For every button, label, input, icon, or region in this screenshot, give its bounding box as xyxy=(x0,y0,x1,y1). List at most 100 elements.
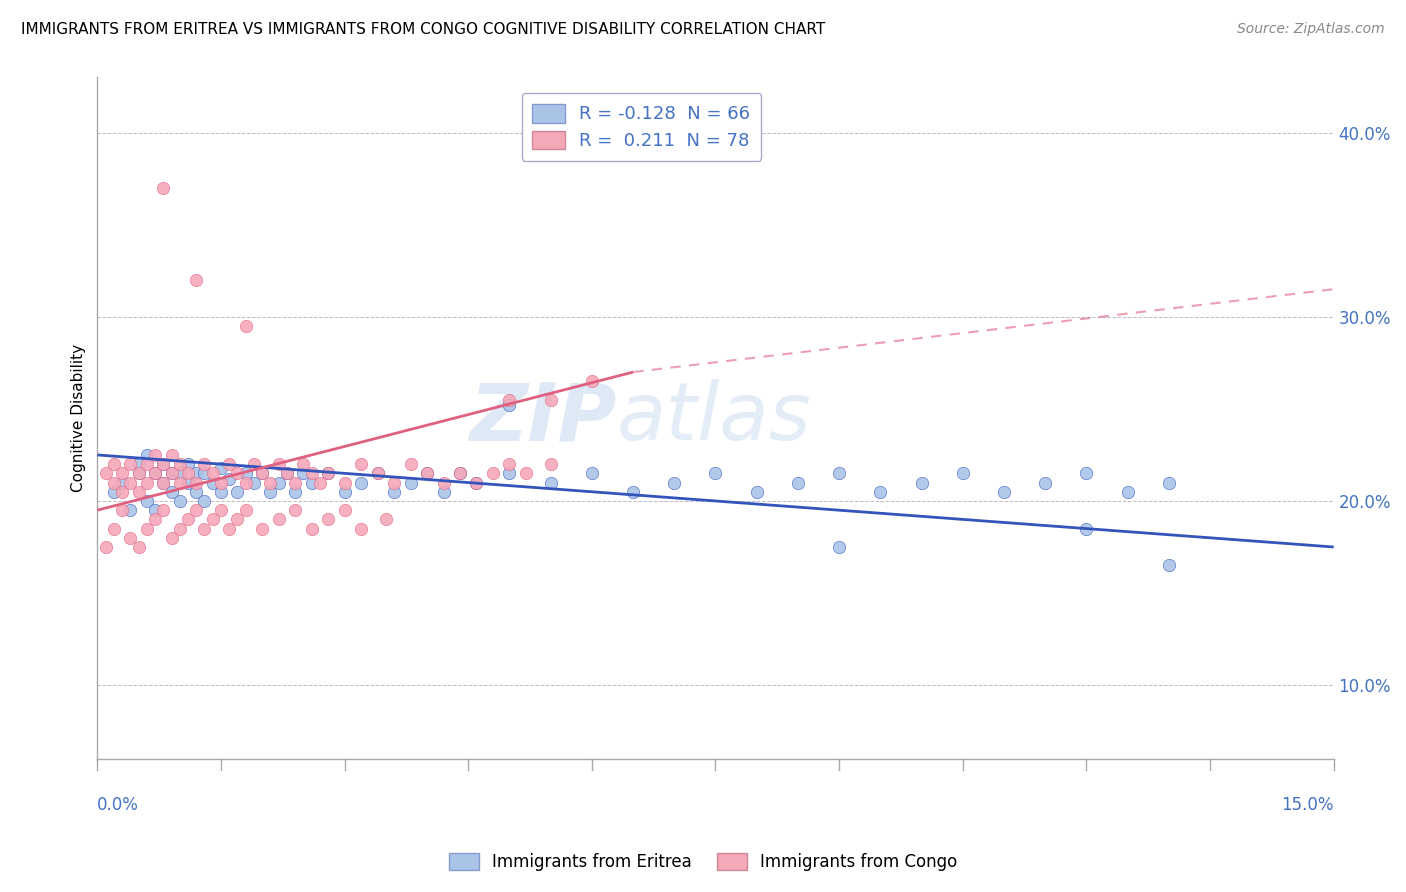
Point xyxy=(143,512,166,526)
Legend: Immigrants from Eritrea, Immigrants from Congo: Immigrants from Eritrea, Immigrants from… xyxy=(440,845,966,880)
Point xyxy=(704,467,727,481)
Point xyxy=(292,457,315,471)
Point xyxy=(1157,558,1180,573)
Point xyxy=(482,467,505,481)
Point xyxy=(449,467,471,481)
Point xyxy=(169,475,191,490)
Point xyxy=(399,457,422,471)
Point xyxy=(581,467,603,481)
Point xyxy=(828,467,851,481)
Point xyxy=(169,494,191,508)
Point xyxy=(284,475,307,490)
Point xyxy=(498,467,520,481)
Point xyxy=(94,467,117,481)
Point xyxy=(201,475,224,490)
Text: IMMIGRANTS FROM ERITREA VS IMMIGRANTS FROM CONGO COGNITIVE DISABILITY CORRELATIO: IMMIGRANTS FROM ERITREA VS IMMIGRANTS FR… xyxy=(21,22,825,37)
Point xyxy=(169,457,191,471)
Point xyxy=(193,522,215,536)
Point xyxy=(382,484,405,499)
Point xyxy=(869,484,891,499)
Point xyxy=(284,484,307,499)
Point xyxy=(218,457,240,471)
Point xyxy=(177,467,200,481)
Point xyxy=(111,503,134,517)
Point xyxy=(135,494,157,508)
Point xyxy=(316,512,339,526)
Point xyxy=(465,475,488,490)
Point xyxy=(465,475,488,490)
Point xyxy=(309,475,332,490)
Point xyxy=(143,467,166,481)
Point xyxy=(177,457,200,471)
Point xyxy=(581,374,603,388)
Point xyxy=(235,503,257,517)
Point xyxy=(209,475,232,490)
Point xyxy=(152,457,174,471)
Point xyxy=(111,467,134,481)
Point xyxy=(952,467,974,481)
Legend: R = -0.128  N = 66, R =  0.211  N = 78: R = -0.128 N = 66, R = 0.211 N = 78 xyxy=(522,94,761,161)
Point xyxy=(1157,475,1180,490)
Point xyxy=(193,467,215,481)
Point xyxy=(201,512,224,526)
Point xyxy=(498,392,520,407)
Point xyxy=(128,467,150,481)
Text: ZIP: ZIP xyxy=(470,379,617,457)
Point xyxy=(111,475,134,490)
Point xyxy=(160,531,183,545)
Point xyxy=(250,522,273,536)
Text: Source: ZipAtlas.com: Source: ZipAtlas.com xyxy=(1237,22,1385,37)
Point xyxy=(250,467,273,481)
Point xyxy=(226,467,249,481)
Point xyxy=(301,475,323,490)
Point xyxy=(103,484,125,499)
Text: 0.0%: 0.0% xyxy=(97,797,139,814)
Point xyxy=(143,503,166,517)
Point xyxy=(152,503,174,517)
Point xyxy=(333,503,356,517)
Point xyxy=(152,457,174,471)
Point xyxy=(621,484,644,499)
Point xyxy=(218,522,240,536)
Point xyxy=(259,475,281,490)
Point xyxy=(193,494,215,508)
Point xyxy=(267,512,290,526)
Point xyxy=(787,475,810,490)
Point xyxy=(292,467,315,481)
Point xyxy=(367,467,389,481)
Point xyxy=(243,475,266,490)
Point xyxy=(540,457,562,471)
Point xyxy=(128,467,150,481)
Point xyxy=(186,475,208,490)
Point xyxy=(1033,475,1056,490)
Point xyxy=(103,457,125,471)
Point xyxy=(186,273,208,287)
Point xyxy=(186,503,208,517)
Point xyxy=(152,475,174,490)
Point xyxy=(284,503,307,517)
Point xyxy=(152,181,174,195)
Point xyxy=(301,522,323,536)
Point xyxy=(135,457,157,471)
Point xyxy=(103,522,125,536)
Point xyxy=(235,467,257,481)
Point xyxy=(540,392,562,407)
Point xyxy=(186,467,208,481)
Point xyxy=(399,475,422,490)
Point xyxy=(367,467,389,481)
Point xyxy=(350,522,373,536)
Point xyxy=(120,531,142,545)
Point xyxy=(235,319,257,334)
Point xyxy=(276,467,298,481)
Point xyxy=(135,448,157,462)
Point xyxy=(267,457,290,471)
Point xyxy=(201,467,224,481)
Point xyxy=(1116,484,1139,499)
Point xyxy=(128,457,150,471)
Point xyxy=(209,460,232,475)
Point xyxy=(177,512,200,526)
Point xyxy=(333,475,356,490)
Point xyxy=(449,467,471,481)
Point xyxy=(276,467,298,481)
Point xyxy=(316,467,339,481)
